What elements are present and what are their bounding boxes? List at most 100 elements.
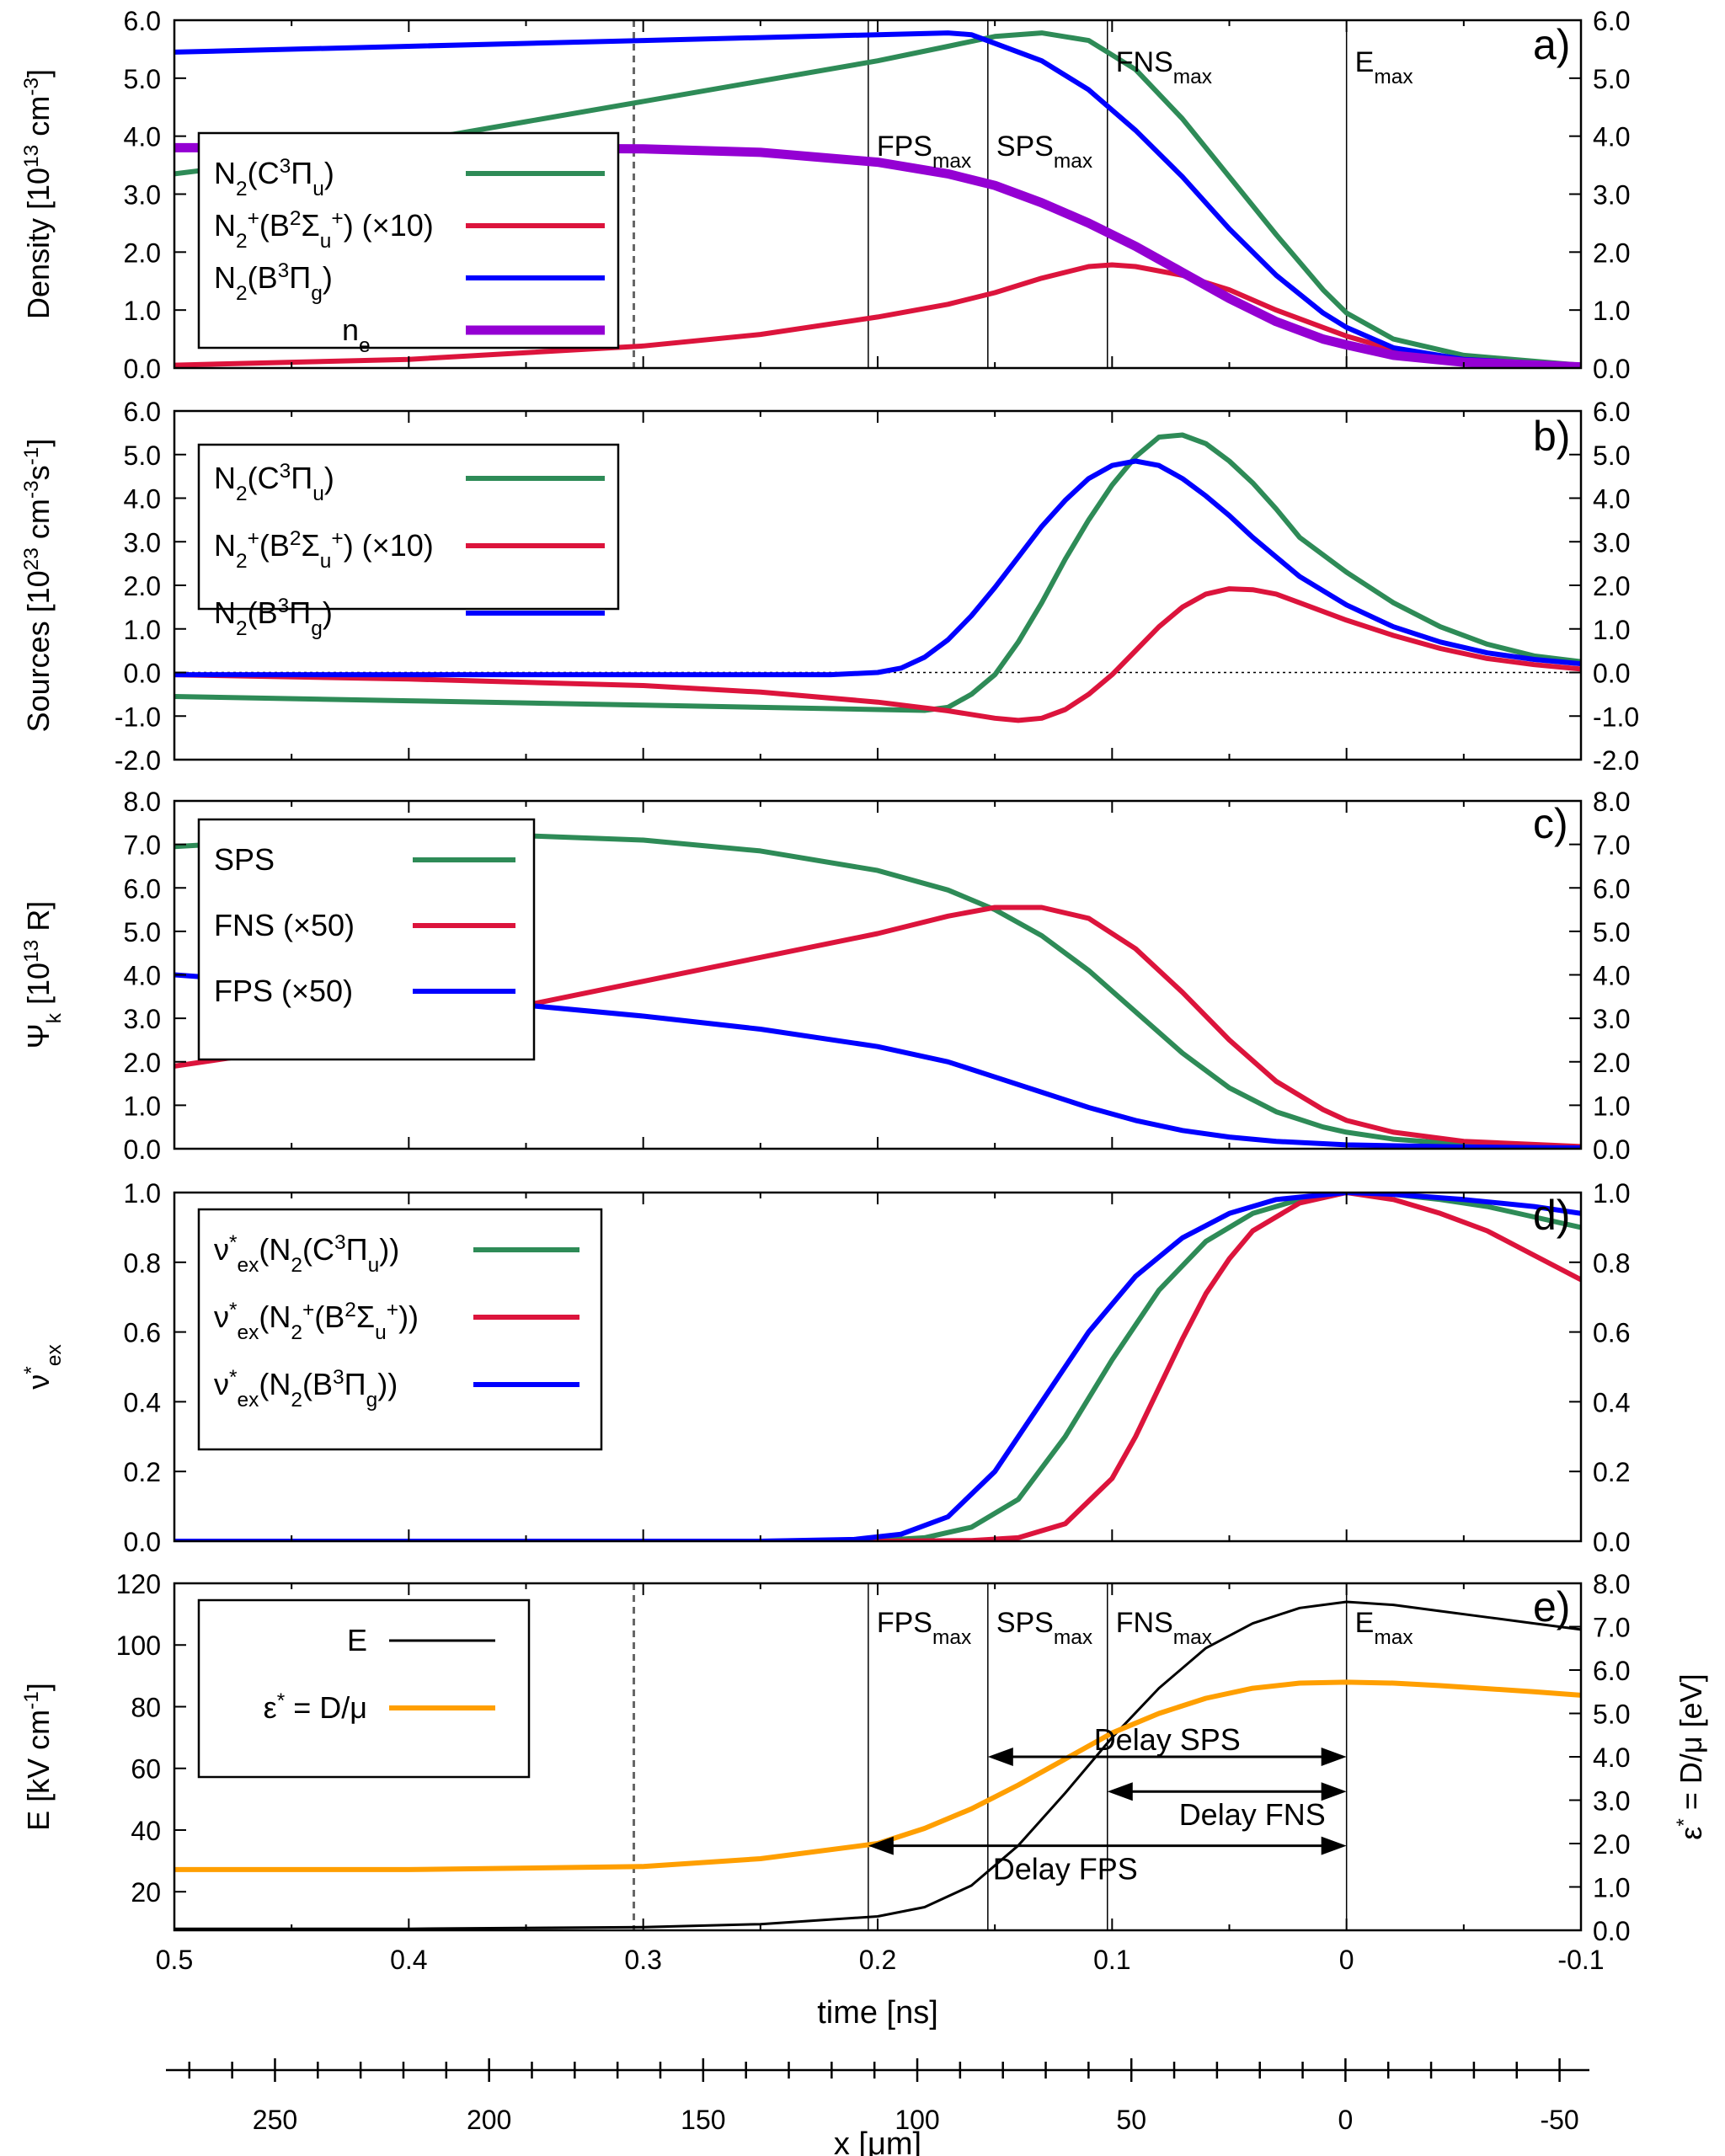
time-tick-label: 0.4 [390,1945,427,1975]
ytick-label: 3.0 [124,1004,161,1034]
panel-label-b: b) [1533,413,1570,460]
marker-label-fns-part: FNS [1116,1607,1173,1639]
y2tick-label: 1.0 [1593,296,1630,326]
delay-label: Delay SPS [1094,1722,1241,1757]
ytick-label: 2.0 [124,571,161,601]
y2-axis-label-e-part: = D/μ [eV] [1674,1673,1708,1818]
y-axis-label-d-part: ν [21,1374,56,1390]
ytick-label: 3.0 [124,180,161,211]
ytick-label: 6.0 [124,6,161,36]
y2tick-label: 2.0 [1593,1048,1630,1078]
y2tick-label: 1.0 [1593,1873,1630,1903]
legend-label-b: N2+(B2Σu+) (×10) [214,527,434,573]
legend-label-b-part: N [214,461,236,495]
ytick-label: 2.0 [124,237,161,268]
panel-d: 0.0 0.2 0.4 0.6 0.8 1.0 0.0 0.2 0.4 0.6 0.8 1.0 d) [124,1178,1631,1557]
y2tick-label: 6.0 [1593,397,1630,427]
legend-label-e-part: ε [264,1690,277,1725]
ytick-label: 6.0 [124,873,161,904]
legend-label-b: N2(B3Πg) [214,595,333,640]
legend-label-d-part: (N [259,1367,291,1401]
panel-c: 0.0 1.0 2.0 3.0 4.0 5.0 6.0 7.0 8.0 0.0 1.0 2.0 3.0 4… [124,787,1631,1165]
x-um-tick-label: 150 [681,2105,725,2135]
legend-label-d-part: + [387,1299,398,1321]
y2tick-label: 7.0 [1593,830,1630,861]
marker-label-sps-part: max [1054,1626,1092,1649]
marker-label-emax-part: max [1374,66,1413,88]
legend-label-d-part: )) [379,1232,399,1267]
marker-label-emax-part: E [1355,1607,1375,1639]
delay-arrow-head-left [1107,1782,1133,1801]
legend-label-b-part: u [312,483,324,505]
legend-label-a-part: n [342,312,359,347]
legend-label-a-part: ) (×10) [344,208,434,243]
legend-label-a-part: 3 [280,155,291,178]
marker-label-sps: SPSmax [996,1607,1092,1649]
time-tick-label: 0.5 [156,1945,193,1975]
y2tick-label: 3.0 [1593,527,1630,558]
legend-label-b-part: Π [289,595,311,630]
legend-label-a-part: Σ [302,208,320,243]
legend-label-b-part: + [248,527,259,550]
legend-label-d-part: * [229,1231,238,1254]
series-line-a-0 [174,30,1581,368]
legend-label-d-part: (C [302,1232,334,1267]
legend-label-c-part: FNS (×50) [214,908,355,942]
y-axis-label-c-part: k [43,1012,66,1023]
y-axis-label-d-part: ex [43,1344,66,1366]
legend-label-a-part: 3 [278,259,290,282]
legend-label-b-part: 2 [236,483,248,505]
y2tick-label: 0.0 [1593,354,1630,384]
series-line-d-2 [174,1193,1581,1541]
legend-label-d-part: (N [259,1299,291,1334]
series-line-b-2 [174,458,1581,678]
marker-label-emax: Emax [1355,1607,1413,1649]
legend-label-e: E [347,1623,367,1657]
panel-a: 0.0 1.0 2.0 3.0 4.0 5.0 6.0 0.0 1.0 2.0 3.0 4.0 5.0 6… [124,6,1631,384]
ytick-label: 2.0 [124,1048,161,1078]
marker-label-emax: Emax [1355,46,1413,88]
y2tick-label: 4.0 [1593,961,1630,991]
legend-label-a-part: 2 [236,178,248,200]
legend-label-b-part: Σ [302,528,320,563]
legend-label-d-part: Σ [356,1299,375,1334]
marker-label-sps: SPSmax [996,131,1092,173]
ytick-label: 0.4 [124,1387,161,1417]
marker-label-sps-part: max [1054,150,1092,173]
time-tick-label: 0.1 [1093,1945,1130,1975]
panel-label-d: d) [1533,1192,1570,1239]
legend-label-a-part: Π [289,260,311,295]
y2tick-label: 5.0 [1593,64,1630,94]
legend-label-e-part: * [277,1689,286,1712]
y2tick-label: 6.0 [1593,1656,1630,1686]
legend-label-e: ε* = D/μ [264,1689,367,1726]
legend-label-a-part: N [214,260,236,295]
panel-label-c: c) [1533,800,1568,847]
panel-b: -2.0 -1.0 0.0 1.0 2.0 3.0 4.0 5.0 6.0 -2.0 -1.0 0.0… [115,397,1639,776]
ytick-label: 1.0 [124,1091,161,1121]
legend-label-a: ne [342,312,371,357]
series-line-c-0 [174,833,1581,1149]
legend-label-d-part: g [366,1389,378,1412]
ytick-label: 4.0 [124,122,161,152]
legend-label-b-part: Π [291,461,312,495]
legend-label-b-part: N [214,595,236,630]
legend-label-a-part: ) [323,260,333,295]
marker-label-fps-part: max [932,1626,971,1649]
ytick-label: 80 [131,1692,161,1722]
y2tick-label: 6.0 [1593,6,1630,36]
legend-label-a-part: (B [248,260,278,295]
x-um-tick-label: 200 [467,2105,511,2135]
legend-label-d: ν*ex(N2(B3Πg)) [214,1366,398,1412]
ytick-label: 6.0 [124,397,161,427]
delay-arrow-head-right [1321,1782,1347,1801]
y2tick-label: 1.0 [1593,1178,1630,1209]
legend-label-a-part: u [320,230,332,253]
legend-label-d-part: u [368,1254,380,1277]
x-um-tick-label: 50 [1116,2105,1146,2135]
legend-label-a-part: + [248,207,259,230]
legend-label-d-part: )) [398,1299,419,1334]
series-line-b-1 [174,586,1581,723]
legend-label-d-part: 2 [344,1299,356,1321]
